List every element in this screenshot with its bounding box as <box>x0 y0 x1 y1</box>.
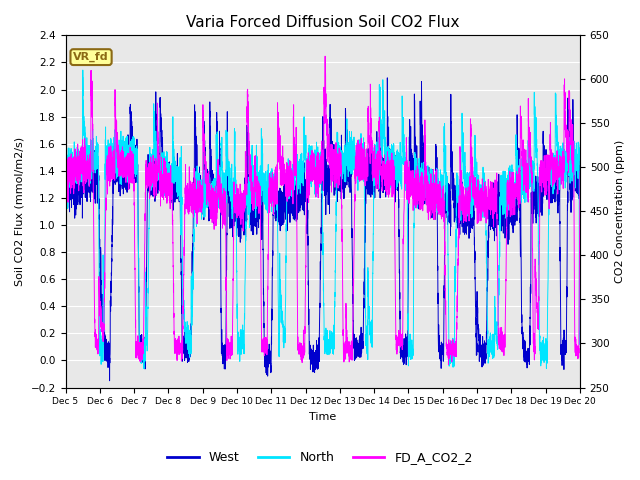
Y-axis label: Soil CO2 Flux (mmol/m2/s): Soil CO2 Flux (mmol/m2/s) <box>15 137 25 286</box>
Y-axis label: CO2 Concentration (ppm): CO2 Concentration (ppm) <box>615 140 625 283</box>
Legend: West, North, FD_A_CO2_2: West, North, FD_A_CO2_2 <box>163 446 477 469</box>
Text: VR_fd: VR_fd <box>73 52 109 62</box>
Title: Varia Forced Diffusion Soil CO2 Flux: Varia Forced Diffusion Soil CO2 Flux <box>186 15 460 30</box>
X-axis label: Time: Time <box>309 412 337 422</box>
